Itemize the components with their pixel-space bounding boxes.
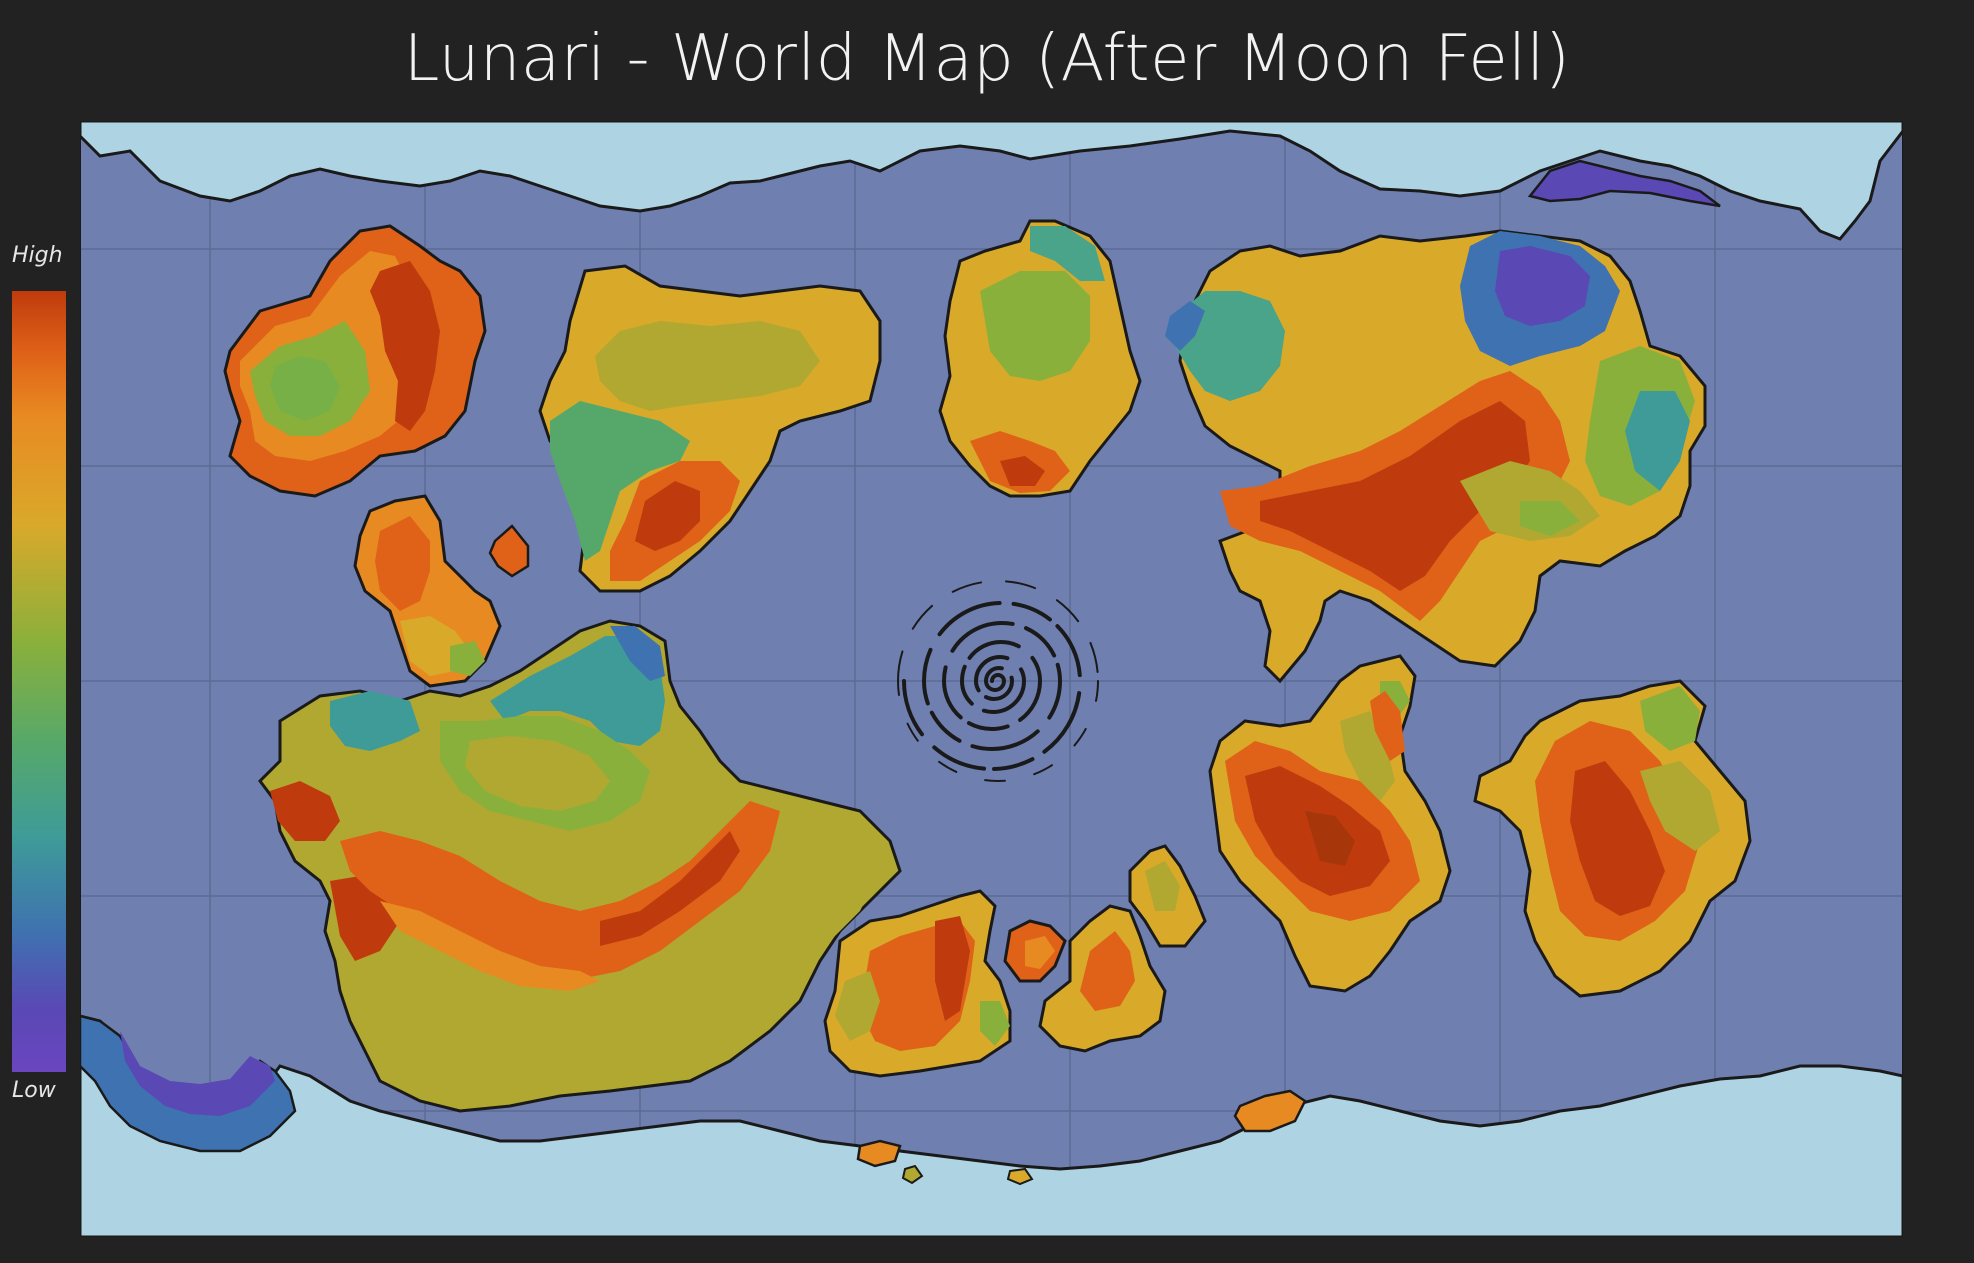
east-central-landmass (1208, 654, 1452, 993)
northwest-islet (353, 494, 530, 688)
southwest-continent (258, 619, 902, 1113)
page-title: Lunari - World Map (After Moon Fell) (403, 22, 1571, 96)
southwest-ice-peak (120, 1031, 275, 1116)
north-polar-ice (80, 121, 1903, 241)
northwest-island (223, 224, 487, 498)
world-map (80, 121, 1903, 1237)
elevation-legend-bar (12, 291, 66, 1072)
spiral-vortex-icon (897, 580, 1099, 782)
southern-islets (856, 1089, 1307, 1186)
legend-high-label: High (12, 243, 63, 268)
world-map-svg (80, 121, 1903, 1237)
north-central-landmass (538, 264, 882, 593)
north-small-island (938, 219, 1142, 498)
northeast-continent (1165, 229, 1707, 684)
south-central-islands (823, 844, 1207, 1078)
legend-low-label: Low (12, 1078, 56, 1103)
northeast-ice-highland (1527, 159, 1721, 208)
east-island (1473, 679, 1752, 998)
